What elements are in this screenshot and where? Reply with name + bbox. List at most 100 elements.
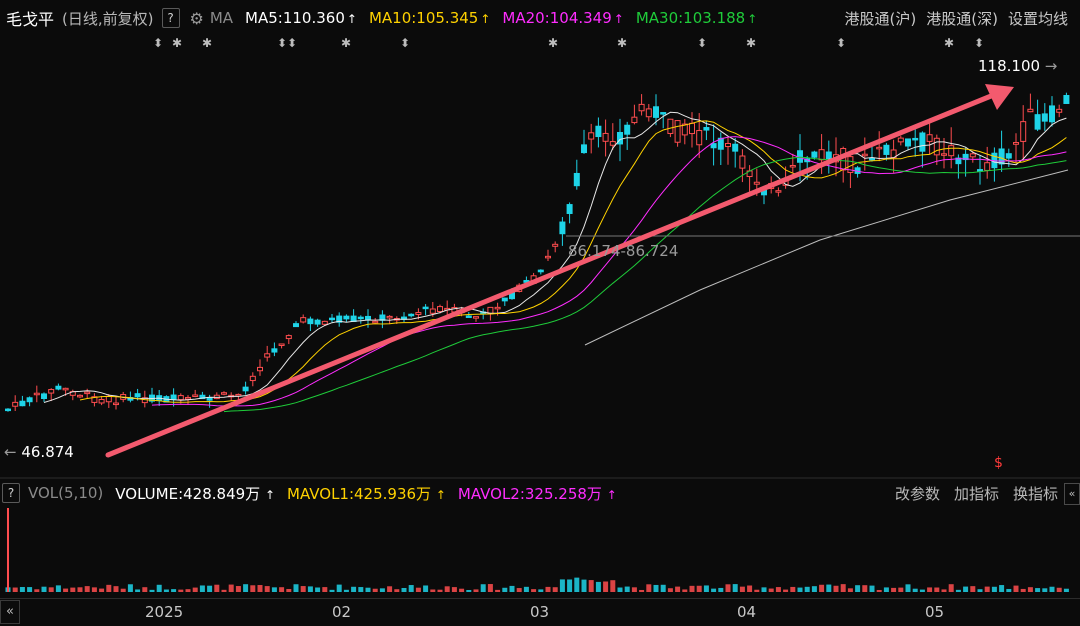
candle-body[interactable] — [105, 395, 112, 403]
candle-body[interactable] — [696, 130, 703, 146]
link-hk-connect-sz[interactable]: 港股通(深) — [926, 9, 998, 28]
candle-body[interactable] — [278, 343, 285, 346]
link-hk-connect-sh[interactable]: 港股通(沪) — [844, 9, 917, 28]
candle-body[interactable] — [609, 141, 616, 146]
candle-body[interactable] — [595, 125, 602, 138]
candle-body[interactable] — [98, 398, 105, 404]
event-star-icon[interactable]: ✱ — [746, 36, 757, 50]
candle-body[interactable] — [336, 315, 343, 323]
candle-body[interactable] — [689, 122, 695, 135]
candle-body[interactable] — [257, 366, 263, 372]
volume-title[interactable]: VOL(5,10) — [28, 484, 104, 502]
candle-body[interactable] — [113, 402, 119, 406]
event-star-icon[interactable]: ✱ — [341, 36, 352, 50]
candle-body[interactable] — [372, 320, 379, 324]
event-flag-icon[interactable]: ⬍⬍ — [277, 36, 298, 50]
candle-body[interactable] — [861, 153, 868, 157]
candle-body[interactable] — [710, 143, 717, 149]
candle-body[interactable] — [321, 320, 328, 325]
candle-body[interactable] — [897, 137, 904, 143]
event-flag-icon[interactable]: ⬍ — [153, 36, 164, 50]
add-indicator-button[interactable]: 加指标 — [953, 484, 999, 503]
candle-body[interactable] — [199, 394, 206, 400]
candle-body[interactable] — [494, 306, 501, 310]
candle-body[interactable] — [41, 393, 47, 400]
candle-body[interactable] — [811, 151, 818, 158]
candle-body[interactable] — [969, 153, 976, 158]
event-star-icon[interactable]: ✱ — [202, 36, 213, 50]
event-flag-icon[interactable]: ⬍ — [836, 36, 847, 50]
candle-body[interactable] — [264, 353, 271, 358]
candle-body[interactable] — [674, 120, 681, 143]
candle-body[interactable] — [1027, 108, 1034, 113]
candle-body[interactable] — [249, 375, 256, 382]
dividend-marker-icon[interactable]: $ — [994, 455, 1003, 471]
candle-body[interactable] — [206, 397, 213, 401]
candle-body[interactable] — [732, 143, 739, 152]
candle-body[interactable] — [12, 401, 19, 407]
candle-body[interactable] — [437, 306, 443, 312]
candle-body[interactable] — [429, 308, 436, 314]
candle-body[interactable] — [177, 395, 184, 401]
candle-body[interactable] — [134, 393, 141, 398]
candle-body[interactable] — [1049, 105, 1055, 123]
candle-body[interactable] — [869, 157, 875, 161]
stock-name[interactable]: 毛戈平 — [6, 10, 55, 29]
candle-body[interactable] — [681, 123, 688, 136]
candle-body[interactable] — [1041, 113, 1048, 122]
candle-body[interactable] — [624, 124, 631, 135]
candle-body[interactable] — [365, 315, 371, 321]
candle-body[interactable] — [552, 243, 559, 247]
candle-body[interactable] — [717, 137, 724, 150]
candle-body[interactable] — [408, 313, 415, 317]
candle-body[interactable] — [91, 396, 98, 403]
candle-body[interactable] — [33, 392, 40, 396]
candle-body[interactable] — [537, 269, 544, 273]
switch-indicator-button[interactable]: 换指标 — [1012, 484, 1058, 503]
candle-body[interactable] — [559, 221, 566, 235]
candle-body[interactable] — [703, 127, 710, 131]
candle-body[interactable] — [933, 137, 940, 156]
candle-body[interactable] — [314, 319, 321, 325]
candle-body[interactable] — [926, 134, 933, 142]
candle-body[interactable] — [1063, 95, 1070, 104]
candle-body[interactable] — [876, 146, 883, 150]
event-star-icon[interactable]: ✱ — [617, 36, 628, 50]
candle-body[interactable] — [984, 162, 991, 171]
candle-body[interactable] — [775, 190, 782, 193]
candle-body[interactable] — [185, 396, 191, 400]
candle-body[interactable] — [789, 164, 796, 168]
candle-body[interactable] — [465, 315, 472, 318]
collapse-panel-button[interactable]: « — [1064, 483, 1080, 505]
scroll-left-button[interactable]: « — [0, 600, 20, 624]
candle-body[interactable] — [343, 315, 350, 320]
candle-body[interactable] — [170, 394, 177, 401]
candle-body[interactable] — [307, 318, 314, 325]
candle-body[interactable] — [1056, 108, 1063, 113]
candle-body[interactable] — [357, 316, 364, 320]
help-button[interactable]: ? — [161, 8, 180, 28]
candle-body[interactable] — [638, 103, 645, 112]
candle-body[interactable] — [422, 306, 429, 310]
candle-body[interactable] — [1013, 142, 1019, 145]
candle-body[interactable] — [5, 408, 11, 412]
candle-body[interactable] — [631, 116, 638, 124]
candle-body[interactable] — [948, 145, 955, 157]
candle-body[interactable] — [1005, 153, 1012, 159]
candle-body[interactable] — [883, 144, 890, 155]
candle-body[interactable] — [998, 148, 1005, 165]
event-star-icon[interactable]: ✱ — [548, 36, 559, 50]
candle-body[interactable] — [962, 153, 969, 161]
adjust-mode[interactable]: (日线,前复权) — [62, 9, 154, 28]
candle-body[interactable] — [588, 132, 595, 140]
candle-body[interactable] — [48, 389, 55, 394]
volume-help-button[interactable]: ? — [2, 483, 20, 503]
candle-body[interactable] — [84, 391, 91, 395]
candle-body[interactable] — [977, 169, 983, 172]
event-flag-icon[interactable]: ⬍ — [697, 36, 708, 50]
candle-body[interactable] — [602, 132, 609, 142]
candle-body[interactable] — [818, 149, 825, 161]
set-ma-button[interactable]: 设置均线 — [1007, 9, 1068, 28]
candle-body[interactable] — [955, 157, 962, 165]
